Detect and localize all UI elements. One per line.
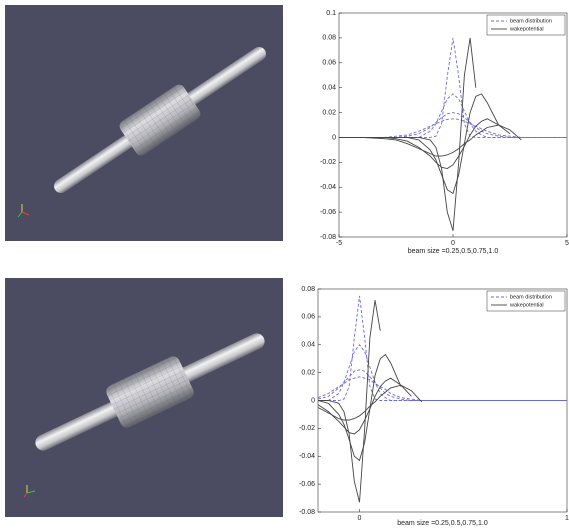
render-view — [5, 278, 283, 517]
data-line — [339, 118, 511, 170]
y-tick-label: 0.04 — [301, 342, 315, 349]
legend-label: wakepotential — [509, 26, 544, 32]
x-tick-label: 0 — [358, 515, 362, 522]
legend-label: beam distribution — [510, 18, 552, 24]
render-view — [5, 5, 283, 241]
data-line — [339, 118, 567, 138]
y-tick-label: 0.02 — [301, 369, 315, 376]
y-tick-label: 0.1 — [326, 10, 336, 17]
legend-label: beam distribution — [510, 294, 552, 300]
data-line — [317, 384, 423, 421]
data-line — [317, 353, 402, 462]
y-tick-label: -0.02 — [299, 425, 315, 432]
data-line — [318, 300, 381, 503]
data-line — [339, 93, 500, 195]
data-line — [339, 124, 522, 157]
y-tick-label: 0.06 — [322, 60, 336, 67]
y-tick-label: 0.08 — [301, 286, 315, 293]
y-tick-label: 0 — [332, 134, 336, 141]
x-tick-label: 0 — [451, 240, 455, 247]
y-tick-label: 0.02 — [322, 109, 336, 116]
x-tick-label: 1 — [565, 515, 569, 522]
y-tick-label: 0 — [311, 397, 315, 404]
y-tick-label: -0.04 — [320, 184, 336, 191]
y-tick-label: 0.04 — [322, 85, 336, 92]
legend-label: wakepotential — [509, 302, 544, 308]
y-tick-label: -0.08 — [320, 234, 336, 241]
y-tick-label: 0.06 — [301, 314, 315, 321]
legend-box — [486, 14, 566, 36]
data-line — [317, 376, 567, 401]
x-tick-label: 5 — [565, 240, 569, 247]
y-tick-label: -0.02 — [320, 159, 336, 166]
y-tick-label: -0.08 — [299, 509, 315, 516]
y-tick-label: -0.06 — [299, 481, 315, 488]
y-tick-label: 0.08 — [322, 35, 336, 42]
x-axis-label: beam size =0.25,0.5,0.75,1.0 — [408, 248, 499, 255]
y-tick-label: -0.06 — [320, 209, 336, 216]
x-axis-label: beam size =0.25,0.5,0.75,1.0 — [397, 520, 488, 527]
y-tick-label: -0.04 — [299, 453, 315, 460]
data-line — [339, 112, 567, 138]
data-line — [317, 377, 412, 435]
plot-area — [338, 12, 568, 238]
x-tick-label: -5 — [336, 240, 342, 247]
legend-box — [486, 290, 566, 312]
